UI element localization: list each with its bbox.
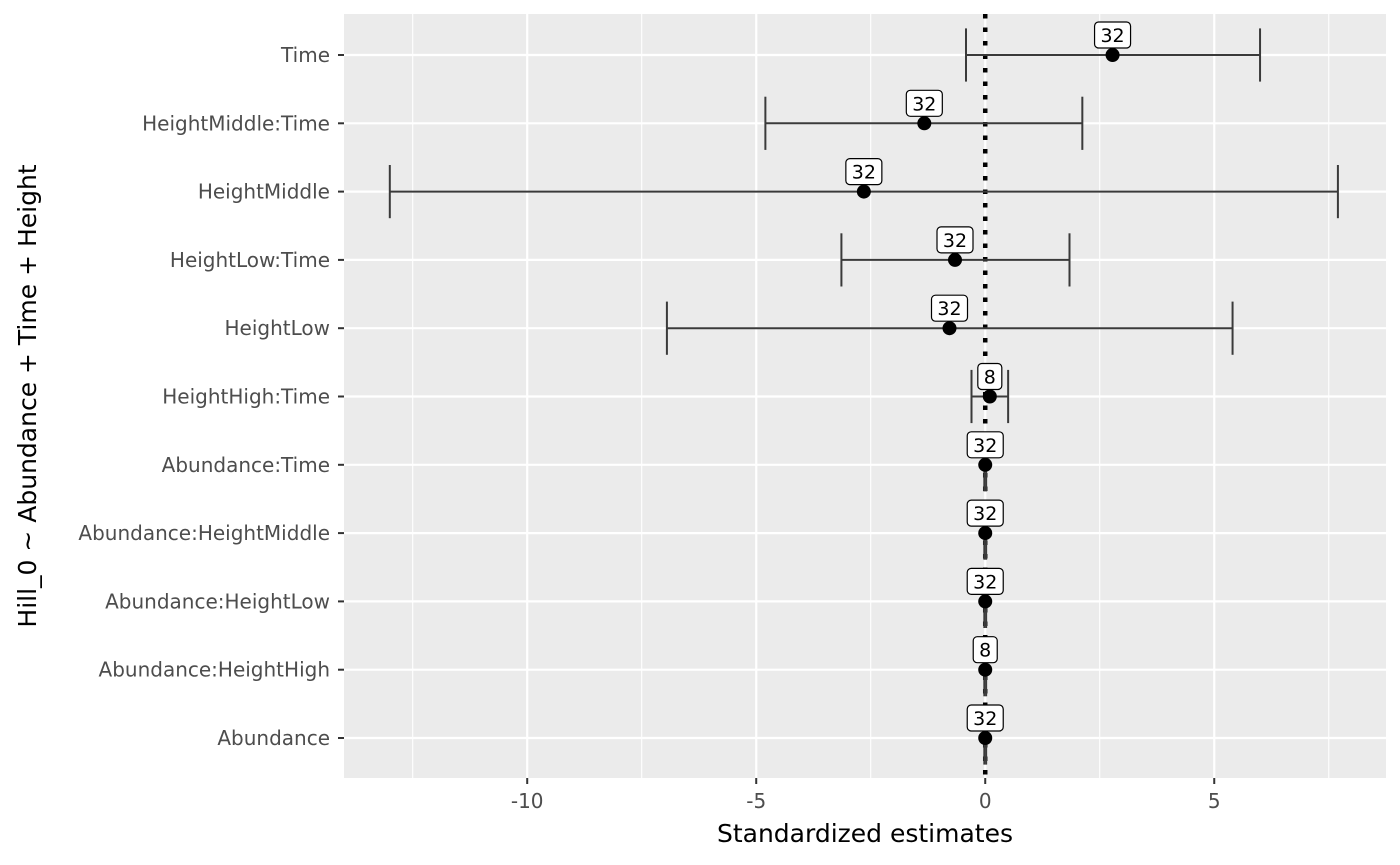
n-label-box (930, 294, 969, 322)
y-tick-label: HeightMiddle (198, 180, 330, 204)
n-label-box (966, 567, 1004, 596)
n-label: 32 (905, 89, 943, 117)
x-tick-label: -10 (511, 789, 544, 813)
estimate-point (978, 731, 993, 745)
y-tick-label: Abundance:Time (162, 453, 330, 477)
x-axis-ticks: -10 -5 0 5 (511, 778, 1221, 813)
n-label-box (966, 499, 1004, 527)
y-tick-label: Abundance (217, 726, 330, 750)
y-tick-label: Abundance:HeightHigh (99, 658, 330, 682)
n-label-text: 32 (937, 298, 961, 320)
estimate-point (1105, 48, 1120, 62)
x-tick-label: 0 (979, 789, 992, 813)
n-label-text: 8 (984, 367, 996, 389)
estimate-point (942, 321, 957, 336)
estimate-point (978, 594, 993, 609)
n-label-box (966, 704, 1004, 732)
sample-size-labels: 32 32 32 32 32 8 32 32 32 8 32 (845, 21, 1132, 732)
y-tick-label: Abundance:HeightMiddle (78, 521, 330, 545)
n-label-box (977, 362, 1003, 391)
y-tick-label: HeightHigh:Time (162, 385, 330, 409)
estimate-points (856, 48, 1120, 745)
y-tick-label: Time (280, 43, 330, 67)
n-label-text: 8 (979, 640, 991, 662)
estimate-point (948, 252, 963, 267)
estimate-point (978, 457, 993, 472)
n-label: 8 (977, 362, 1003, 391)
x-tick-label: -5 (746, 789, 766, 813)
n-label-box (936, 226, 974, 254)
estimate-point (978, 662, 993, 677)
n-label-box (1093, 21, 1132, 49)
y-tick-label: HeightMiddle:Time (142, 111, 330, 135)
n-label: 32 (936, 226, 974, 254)
n-label: 32 (1093, 21, 1132, 49)
n-label: 32 (845, 158, 883, 186)
estimate-point (982, 389, 997, 404)
y-tick-label: HeightLow (225, 316, 331, 340)
n-label-text: 32 (973, 708, 997, 730)
n-label-box (845, 158, 883, 186)
n-label-box (905, 89, 943, 117)
y-axis-title: Hill_0 ~ Abundance + Time + Height (13, 164, 42, 627)
x-tick-label: 5 (1208, 789, 1221, 813)
y-axis-ticks: Time HeightMiddle:Time HeightMiddle HeightL… (78, 43, 344, 750)
n-label-text: 32 (973, 571, 997, 593)
n-label-text: 32 (973, 435, 997, 457)
n-label: 32 (966, 704, 1004, 732)
n-label: 32 (966, 499, 1004, 527)
y-tick-label: Abundance:HeightLow (105, 589, 330, 613)
y-tick-label: HeightLow:Time (170, 248, 330, 272)
n-label-text: 32 (1100, 25, 1124, 47)
n-label-box (966, 431, 1004, 459)
n-label-text: 32 (852, 162, 876, 184)
n-label-text: 32 (943, 230, 967, 252)
n-label-box (972, 636, 998, 664)
n-label: 8 (972, 636, 998, 664)
estimate-point (978, 526, 993, 541)
n-label: 32 (966, 567, 1004, 596)
x-axis-title: Standardized estimates (717, 819, 1013, 848)
estimate-point (856, 184, 871, 199)
estimate-point (917, 116, 932, 131)
n-label: 32 (966, 431, 1004, 459)
n-label-text: 32 (973, 503, 997, 525)
n-label: 32 (930, 294, 969, 322)
n-label-text: 32 (912, 93, 936, 115)
